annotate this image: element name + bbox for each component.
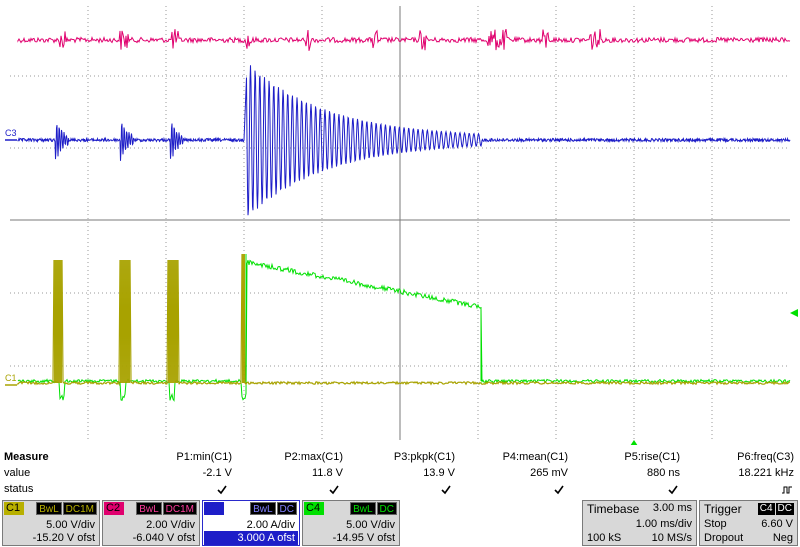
timebase-sample-rate: 10 MS/s xyxy=(651,532,692,544)
param-p5-name[interactable]: P5:rise(C1) xyxy=(624,451,680,463)
measure-header: Measure xyxy=(4,451,49,463)
param-p1-name[interactable]: P1:min(C1) xyxy=(176,451,232,463)
param-p3-name[interactable]: P3:pkpk(C1) xyxy=(393,451,455,463)
param-p4-value: 265 mV xyxy=(530,467,568,479)
bandwidth-limit-badge: BwL xyxy=(350,502,376,515)
bandwidth-limit-badge: BwL xyxy=(36,502,62,515)
channel-c1-scale: 5.00 V/div xyxy=(46,519,95,531)
channel-c4-descriptor[interactable]: C4 BwL DC 5.00 V/div -14.95 V ofst xyxy=(302,500,400,546)
param-p2-name[interactable]: P2:max(C1) xyxy=(284,451,343,463)
coupling-badge: DC xyxy=(376,502,397,515)
oscilloscope-display: C3 C1 xyxy=(5,6,798,445)
param-p4-name[interactable]: P4:mean(C1) xyxy=(502,451,568,463)
check-icon xyxy=(554,485,564,495)
bandwidth-limit-badge: BwL xyxy=(136,502,162,515)
check-icon xyxy=(329,485,339,495)
check-icon xyxy=(668,485,678,495)
measure-panel: Measure value status P1:min(C1) -2.1 V P… xyxy=(0,449,800,499)
trigger-position-marker[interactable] xyxy=(630,440,638,445)
channel-c1-marker: C1 xyxy=(5,373,17,383)
trigger-mode: Stop xyxy=(704,518,727,530)
coupling-badge: DC xyxy=(276,502,297,515)
channel-c2-descriptor[interactable]: C2 BwL DC1M 2.00 V/div -6.040 V ofst xyxy=(102,500,200,546)
channel-c3-marker: C3 xyxy=(5,128,17,138)
channel-c3-descriptor[interactable]: C3 BwL DC 2.00 A/div 3.000 A ofst xyxy=(202,500,300,546)
check-icon xyxy=(217,485,227,495)
coupling-badge: DC1M xyxy=(62,502,97,515)
trigger-source-badge: C4 xyxy=(757,503,775,515)
channel-c2-offset: -6.040 V ofst xyxy=(132,532,195,544)
trigger-descriptor[interactable]: Trigger C4 DC Stop 6.60 V Dropout Neg xyxy=(699,500,798,546)
timebase-delay: 3.00 ms xyxy=(652,502,692,514)
channel-c1-offset: -15.20 V ofst xyxy=(32,532,95,544)
graticule xyxy=(10,6,790,440)
channel-c3-offset[interactable]: 3.000 A ofst xyxy=(204,531,298,545)
channel-c4-scale: 5.00 V/div xyxy=(346,519,395,531)
pulse-jitter-icon xyxy=(782,486,792,494)
timebase-descriptor[interactable]: Timebase 3.00 ms 1.00 ms/div 100 kS 10 M… xyxy=(582,500,697,546)
channel-markers: C3 C1 xyxy=(5,128,798,445)
param-p1-value: -2.1 V xyxy=(202,467,232,479)
channel-c2-label: C2 xyxy=(104,502,124,515)
bandwidth-limit-badge: BwL xyxy=(250,502,276,515)
value-row-label: value xyxy=(4,467,31,479)
trigger-type: Dropout xyxy=(704,532,744,544)
trigger-title: Trigger xyxy=(704,502,742,516)
trigger-slope: Neg xyxy=(772,532,793,544)
trigger-coupling-badge: DC xyxy=(775,503,794,515)
check-icon xyxy=(441,485,451,495)
channel-c1-label: C1 xyxy=(4,502,24,515)
channel-c2-scale: 2.00 V/div xyxy=(146,519,195,531)
channel-c4-label: C4 xyxy=(304,502,324,515)
status-row-label: status xyxy=(4,483,34,495)
channel-c4-offset: -14.95 V ofst xyxy=(332,532,395,544)
param-p3-value: 13.9 V xyxy=(423,467,455,479)
waveform-traces xyxy=(17,28,791,402)
timebase-samples: 100 kS xyxy=(587,532,622,544)
channel-c3-label: C3 xyxy=(204,502,224,515)
timebase-title: Timebase xyxy=(587,502,640,516)
channel-c3-scale: 2.00 A/div xyxy=(246,519,295,531)
param-p6-value: 18.221 kHz xyxy=(738,467,794,479)
channel-c1-descriptor[interactable]: C1 BwL DC1M 5.00 V/div -15.20 V ofst xyxy=(2,500,100,546)
trigger-level-marker[interactable] xyxy=(790,309,798,317)
param-p6-name[interactable]: P6:freq(C3) xyxy=(737,451,794,463)
param-p5-value: 880 ns xyxy=(646,467,680,479)
param-p2-value: 11.8 V xyxy=(312,467,343,479)
timebase-scale: 1.00 ms/div xyxy=(635,518,692,530)
coupling-badge: DC1M xyxy=(162,502,197,515)
trigger-level: 6.60 V xyxy=(761,518,793,530)
